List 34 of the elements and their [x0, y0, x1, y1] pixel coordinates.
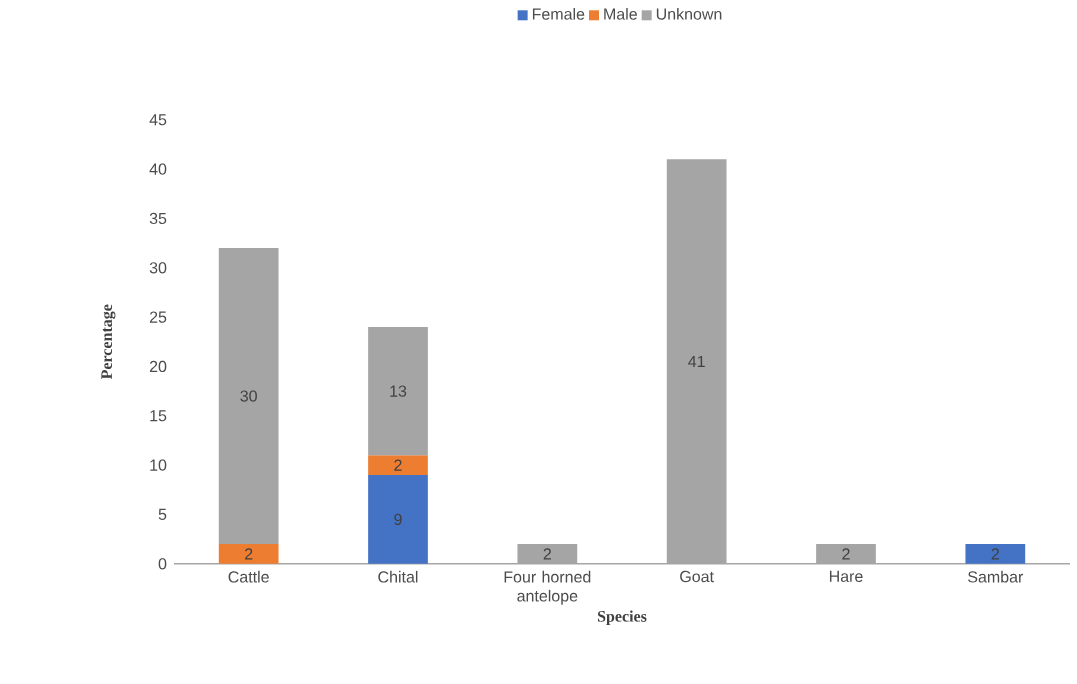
y-tick-label: 20	[149, 360, 167, 373]
y-tick-label: 5	[158, 508, 167, 521]
bar	[368, 455, 428, 476]
data-label: 2	[842, 548, 850, 560]
legend-label: Unknown	[656, 8, 722, 20]
data-label: 30	[240, 390, 257, 402]
legend-label: Male	[604, 8, 637, 20]
x-axis-title: Species	[597, 610, 647, 626]
data-label: 2	[394, 459, 402, 471]
legend-label: Female	[532, 8, 585, 20]
x-tick-label: Sambar	[968, 570, 1024, 583]
data-label: 2	[991, 548, 999, 560]
y-tick-label: 15	[150, 410, 167, 422]
y-tick-label: 10	[150, 459, 167, 471]
data-label: 41	[688, 356, 705, 368]
y-axis-title: Percentage	[101, 304, 116, 380]
x-tick-label: Cattle	[228, 570, 269, 583]
x-tick-label: Hare	[829, 570, 863, 583]
data-label: 13	[390, 385, 407, 397]
bar	[368, 327, 428, 456]
y-tick-label: 40	[149, 163, 167, 175]
y-tick-label: 30	[149, 262, 167, 274]
x-tick-label: Four horned antelope	[504, 570, 591, 605]
data-label: 2	[543, 548, 551, 560]
x-tick-label: Goat	[680, 570, 714, 583]
data-label: 9	[394, 513, 402, 526]
y-tick-label: 35	[149, 212, 167, 225]
bar	[218, 248, 279, 545]
y-tick-label: 25	[149, 311, 167, 323]
y-tick-label: 45	[149, 114, 167, 126]
bar	[368, 475, 428, 564]
y-tick-label: 0	[158, 558, 167, 570]
data-label: 2	[245, 548, 253, 560]
x-tick-label: Chital	[378, 570, 418, 583]
